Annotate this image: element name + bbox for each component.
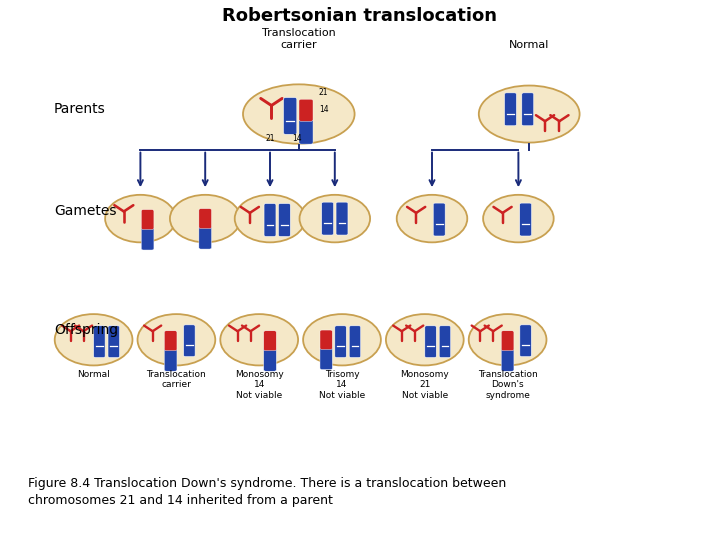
Text: Figure 8.4 Translocation Down's syndrome. There is a translocation between
chrom: Figure 8.4 Translocation Down's syndrome… (28, 477, 506, 507)
Ellipse shape (479, 85, 580, 143)
FancyBboxPatch shape (320, 347, 333, 369)
Text: 21: 21 (319, 88, 328, 97)
FancyBboxPatch shape (349, 326, 361, 357)
Text: Translocation
carrier: Translocation carrier (147, 370, 206, 389)
FancyBboxPatch shape (164, 348, 177, 371)
FancyBboxPatch shape (501, 331, 514, 350)
FancyBboxPatch shape (322, 202, 333, 235)
FancyBboxPatch shape (141, 210, 154, 230)
Ellipse shape (138, 314, 215, 366)
FancyBboxPatch shape (520, 325, 531, 356)
FancyBboxPatch shape (336, 202, 348, 235)
Ellipse shape (243, 84, 355, 144)
FancyBboxPatch shape (264, 348, 276, 371)
Text: Robertsonian translocation: Robertsonian translocation (222, 7, 498, 25)
Text: 14: 14 (319, 105, 328, 114)
Text: Gametes: Gametes (54, 205, 117, 219)
FancyBboxPatch shape (108, 326, 120, 357)
FancyBboxPatch shape (184, 325, 195, 356)
FancyBboxPatch shape (505, 93, 516, 126)
FancyBboxPatch shape (284, 98, 297, 134)
FancyBboxPatch shape (141, 227, 154, 250)
Ellipse shape (220, 314, 298, 366)
FancyBboxPatch shape (279, 204, 290, 237)
Text: Translocation
Down's
syndrome: Translocation Down's syndrome (478, 370, 537, 400)
FancyBboxPatch shape (264, 331, 276, 350)
Ellipse shape (483, 195, 554, 242)
FancyBboxPatch shape (264, 204, 276, 237)
FancyBboxPatch shape (199, 208, 212, 228)
Text: 14: 14 (292, 134, 302, 144)
Text: Trisomy
14
Not viable: Trisomy 14 Not viable (319, 370, 365, 400)
FancyBboxPatch shape (439, 326, 451, 357)
Text: Normal: Normal (509, 40, 549, 50)
FancyBboxPatch shape (335, 326, 346, 357)
Text: Offspring: Offspring (54, 323, 118, 338)
Ellipse shape (300, 195, 370, 242)
Text: 21: 21 (265, 134, 275, 144)
FancyBboxPatch shape (299, 118, 313, 144)
FancyBboxPatch shape (299, 99, 313, 122)
FancyBboxPatch shape (522, 93, 534, 126)
Ellipse shape (105, 195, 176, 242)
FancyBboxPatch shape (164, 331, 177, 350)
FancyBboxPatch shape (433, 203, 445, 236)
FancyBboxPatch shape (501, 348, 514, 371)
FancyBboxPatch shape (94, 326, 105, 357)
Text: Monosomy
21
Not viable: Monosomy 21 Not viable (400, 370, 449, 400)
FancyBboxPatch shape (520, 203, 531, 236)
Ellipse shape (469, 314, 546, 366)
Ellipse shape (397, 195, 467, 242)
Ellipse shape (303, 314, 381, 366)
FancyBboxPatch shape (320, 330, 333, 349)
Text: Monosomy
14
Not viable: Monosomy 14 Not viable (235, 370, 284, 400)
Text: Parents: Parents (54, 102, 106, 116)
FancyBboxPatch shape (425, 326, 436, 357)
Ellipse shape (386, 314, 464, 366)
Text: Normal: Normal (77, 370, 110, 379)
FancyBboxPatch shape (199, 226, 212, 249)
Ellipse shape (235, 195, 305, 242)
Ellipse shape (170, 195, 240, 242)
Ellipse shape (55, 314, 132, 366)
Text: Translocation
carrier: Translocation carrier (262, 28, 336, 50)
